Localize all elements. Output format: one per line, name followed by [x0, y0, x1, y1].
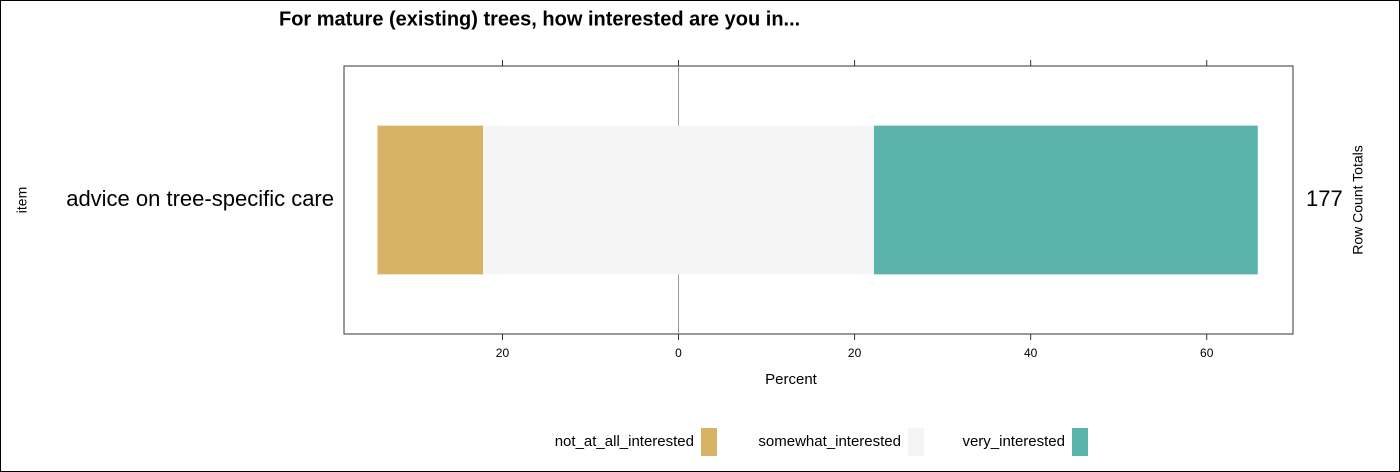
x-tick-label: 60 — [1200, 346, 1214, 360]
x-tick-label: 0 — [675, 346, 682, 360]
x-axis-label: Percent — [765, 371, 818, 388]
legend-label: not_at_all_interested — [555, 433, 694, 450]
plot-frame — [343, 65, 1294, 335]
legend-swatch — [701, 428, 717, 456]
legend-swatch — [908, 428, 924, 456]
chart-title: For mature (existing) trees, how interes… — [279, 8, 800, 30]
legend-label: very_interested — [962, 433, 1065, 450]
row-total: 177 — [1306, 186, 1343, 211]
bar-segment — [377, 125, 484, 275]
x-tick-label: 20 — [848, 346, 862, 360]
right-axis-label: Row Count Totals — [1350, 145, 1366, 254]
x-tick-label: 20 — [496, 346, 510, 360]
bar-segment — [483, 125, 874, 275]
legend-swatch — [1072, 428, 1088, 456]
legend-label: somewhat_interested — [758, 433, 901, 450]
category-label: advice on tree-specific care — [66, 186, 334, 211]
y-axis-label: item — [14, 187, 30, 213]
x-tick-label: 40 — [1024, 346, 1038, 360]
bar-segment — [873, 125, 1258, 275]
